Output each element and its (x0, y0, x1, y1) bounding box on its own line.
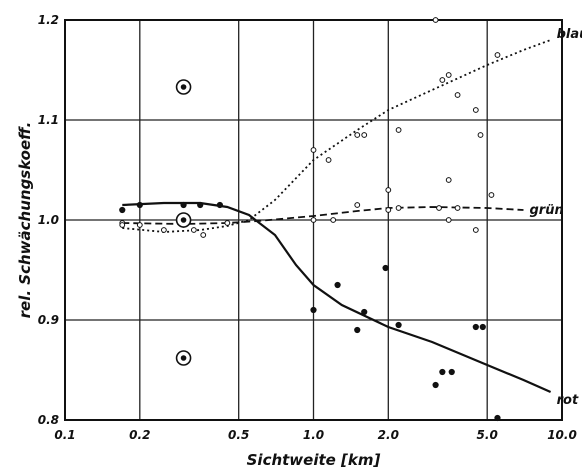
data-point-blau (200, 232, 207, 238)
series-curve-rot (122, 201, 552, 394)
data-point-rot (180, 201, 187, 209)
x-tick-label: 5.0 (477, 428, 498, 442)
series-curve-grün (122, 206, 524, 225)
plot-frame (64, 19, 563, 421)
data-point-rot (354, 326, 361, 334)
x-tick-label: 0.1 (54, 428, 75, 442)
circled-point-center (180, 217, 187, 223)
data-point-blau (160, 227, 167, 233)
data-point-rot (310, 306, 317, 314)
data-point-blau (445, 72, 452, 78)
data-point-grün (454, 205, 461, 211)
x-tick-labels: 0.1 0.2 0.5 1.0 2.0 5.0 10.0 (54, 428, 576, 442)
data-point-grün (354, 202, 361, 208)
circled-point-center (180, 84, 187, 90)
series-label-rot: rot (557, 393, 579, 408)
series-curve-blau (122, 39, 551, 233)
data-point-blau (439, 77, 446, 83)
data-point-grün (472, 227, 479, 233)
data-point-blau (477, 132, 484, 138)
circled-point-center (180, 355, 187, 361)
data-point-rot (382, 264, 389, 272)
data-point-grün (224, 220, 231, 226)
data-point-grün (395, 205, 402, 211)
data-point-grün (136, 222, 143, 228)
y-tick-label: 1.2 (38, 13, 59, 27)
series-labels: blau grün rot (530, 27, 582, 408)
data-point-rot (334, 281, 341, 289)
data-point-rot (395, 321, 402, 329)
data-points (119, 17, 501, 422)
y-tick-label: 0.9 (38, 313, 59, 327)
data-point-grün (119, 222, 126, 228)
y-tick-labels: 0.8 0.9 1.0 1.1 1.2 (38, 13, 59, 427)
data-point-blau (472, 107, 479, 113)
data-point-rot (197, 201, 204, 209)
data-point-grün (445, 217, 452, 223)
data-point-blau (385, 187, 392, 193)
data-point-blau (432, 17, 439, 23)
data-point-rot (432, 381, 439, 389)
data-point-rot (119, 206, 126, 214)
x-axis-label: Sichtweite [km] (247, 451, 381, 469)
data-point-rot (439, 368, 446, 376)
data-point-rot (448, 368, 455, 376)
data-point-grün (436, 205, 442, 211)
x-tick-label: 2.0 (378, 428, 399, 442)
data-point-blau (454, 92, 461, 98)
data-point-rot (494, 414, 501, 422)
data-point-rot (216, 201, 223, 209)
series-label-blau: blau (557, 27, 582, 42)
data-point-rot (361, 308, 368, 316)
data-point-blau (325, 157, 332, 163)
y-tick-label: 0.8 (38, 413, 59, 427)
data-point-grün (488, 192, 495, 198)
y-tick-label: 1.1 (38, 113, 59, 127)
data-point-rot (136, 201, 143, 209)
data-point-grün (385, 207, 392, 213)
x-tick-label: 0.2 (129, 428, 150, 442)
x-tick-label: 10.0 (547, 428, 577, 442)
data-point-grün (330, 217, 337, 223)
data-point-blau (494, 52, 501, 58)
y-axis-label: rel. Schwächungskoeff. (16, 122, 34, 319)
data-point-blau (395, 127, 402, 133)
data-point-blau (354, 132, 361, 138)
data-point-grün (310, 217, 317, 223)
data-point-grün (445, 177, 452, 183)
data-point-rot (479, 323, 486, 331)
data-point-blau (361, 132, 368, 138)
data-point-blau (310, 147, 317, 153)
series-label-grün: grün (530, 203, 564, 218)
x-tick-label: 0.5 (228, 428, 249, 442)
series-curves (122, 39, 552, 394)
data-point-rot (472, 323, 479, 331)
y-tick-label: 1.0 (38, 213, 59, 227)
x-tick-label: 1.0 (303, 428, 324, 442)
data-point-blau (190, 227, 197, 233)
